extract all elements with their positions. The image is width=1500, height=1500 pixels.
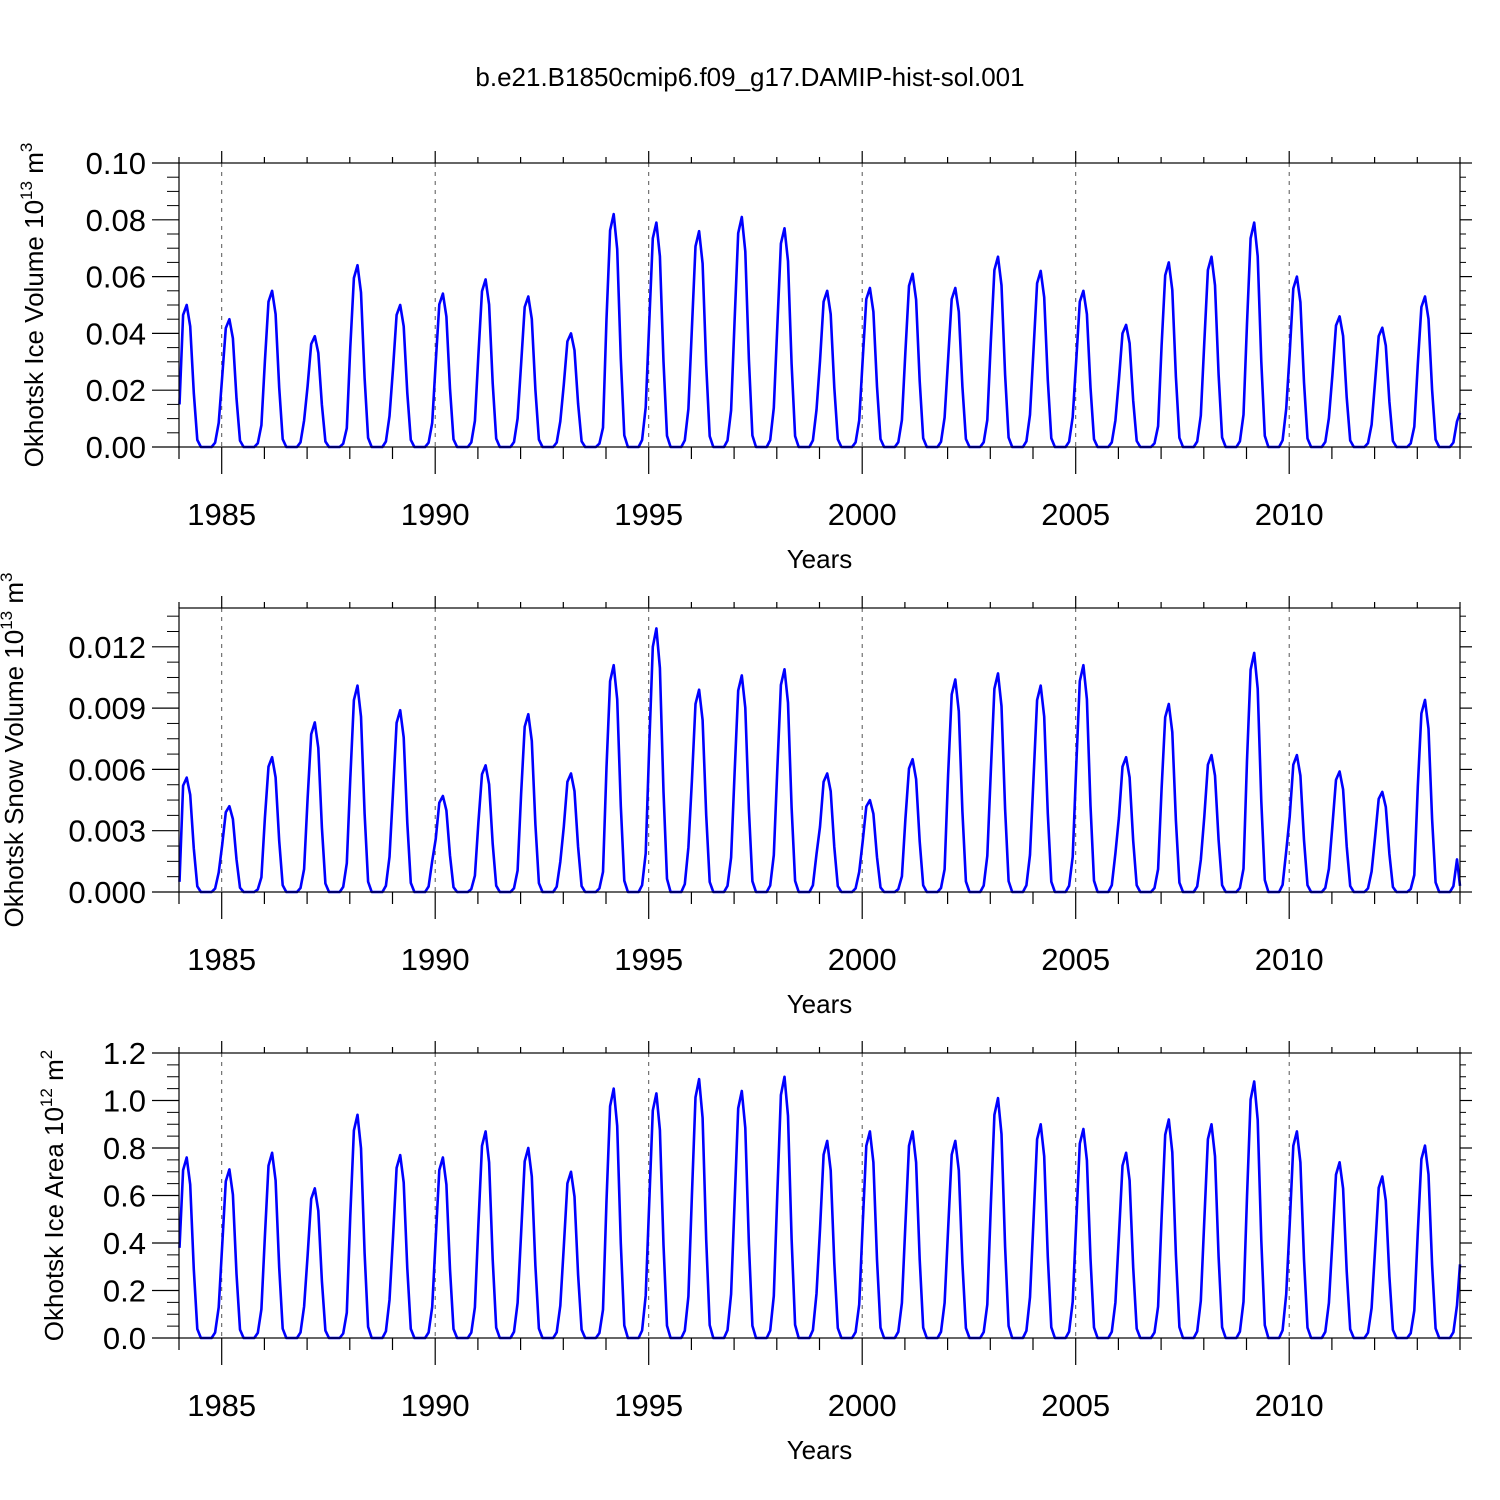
y-tick-label: 0.003 bbox=[68, 814, 146, 849]
y-axis-label: Okhotsk Snow Volume 1013 m3 bbox=[0, 573, 29, 928]
y-tick-label: 1.2 bbox=[103, 1036, 146, 1071]
y-label-exponent: 13 bbox=[17, 181, 36, 200]
x-tick-label: 1985 bbox=[187, 1388, 256, 1423]
y-tick-label: 0.10 bbox=[86, 146, 146, 181]
chart-panel-3: 0.0 0.2 0.4 0.6 0.8 1.0 1.2 1985 1990 1995 2000 200… bbox=[37, 1036, 1472, 1465]
y-tick-label: 0.4 bbox=[103, 1226, 146, 1261]
y-tick-label: 0.012 bbox=[68, 630, 146, 665]
y-tick-label: 0.006 bbox=[68, 752, 146, 787]
y-tick-label: 0.6 bbox=[103, 1179, 146, 1214]
x-tick-label: 1990 bbox=[401, 1388, 470, 1423]
y-label-exponent: 13 bbox=[0, 611, 16, 630]
x-tick-label: 2000 bbox=[828, 497, 897, 532]
y-label-text: Okhotsk Ice Volume 10 bbox=[19, 200, 49, 467]
x-tick-label: 2010 bbox=[1255, 497, 1324, 532]
y-tick-label: 0.00 bbox=[86, 430, 146, 465]
y-tick-label: 0.08 bbox=[86, 203, 146, 238]
y-tick-label: 1.0 bbox=[103, 1084, 146, 1119]
series-line bbox=[178, 1075, 1462, 1340]
y-tick-label: 0.2 bbox=[103, 1274, 146, 1309]
figure-title: b.e21.B1850cmip6.f09_g17.DAMIP-hist-sol.… bbox=[475, 62, 1024, 92]
y-label-unit-exponent: 2 bbox=[37, 1050, 56, 1059]
y-label-exponent: 12 bbox=[37, 1088, 56, 1107]
x-axis-label: Years bbox=[787, 1435, 853, 1465]
y-tick-label: 0.8 bbox=[103, 1131, 146, 1166]
x-tick-label: 2005 bbox=[1041, 942, 1110, 977]
y-label-text: Okhotsk Ice Area 10 bbox=[39, 1107, 69, 1341]
y-label-unit-exponent: 3 bbox=[0, 573, 16, 582]
y-tick-label: 0.04 bbox=[86, 316, 146, 351]
x-tick-label: 2005 bbox=[1041, 497, 1110, 532]
y-label-unit: m bbox=[19, 152, 49, 181]
x-tick-label: 2010 bbox=[1255, 942, 1324, 977]
x-tick-label: 1990 bbox=[401, 497, 470, 532]
y-label-text: Okhotsk Snow Volume 10 bbox=[0, 630, 29, 928]
chart-panel-2: 0.000 0.003 0.006 0.009 0.012 1985 1990 1995 200… bbox=[0, 573, 1472, 1019]
series-line bbox=[178, 627, 1462, 894]
x-tick-label: 1985 bbox=[187, 942, 256, 977]
y-axis-label: Okhotsk Ice Volume 1013 m3 bbox=[17, 143, 49, 468]
x-tick-label: 1985 bbox=[187, 497, 256, 532]
y-tick-label: 0.009 bbox=[68, 691, 146, 726]
x-tick-label: 2010 bbox=[1255, 1388, 1324, 1423]
y-label-unit-exponent: 3 bbox=[17, 143, 36, 152]
x-tick-label: 1990 bbox=[401, 942, 470, 977]
x-tick-label: 2005 bbox=[1041, 1388, 1110, 1423]
x-tick-label: 1995 bbox=[614, 1388, 683, 1423]
x-tick-label: 2000 bbox=[828, 1388, 897, 1423]
y-tick-label: 0.06 bbox=[86, 260, 146, 295]
x-axis-label: Years bbox=[787, 989, 853, 1019]
y-axis-label: Okhotsk Ice Area 1012 m2 bbox=[37, 1050, 69, 1341]
y-label-unit: m bbox=[0, 582, 29, 611]
x-tick-label: 1995 bbox=[614, 942, 683, 977]
x-tick-label: 2000 bbox=[828, 942, 897, 977]
y-tick-label: 0.000 bbox=[68, 875, 146, 910]
y-tick-label: 0.02 bbox=[86, 373, 146, 408]
x-axis-label: Years bbox=[787, 544, 853, 574]
y-label-unit: m bbox=[39, 1059, 69, 1088]
series-line bbox=[178, 212, 1462, 449]
chart-panel-1: 0.00 0.02 0.04 0.06 0.08 0.10 1985 1990 1995 2000… bbox=[17, 143, 1472, 574]
y-tick-label: 0.0 bbox=[103, 1321, 146, 1356]
x-tick-label: 1995 bbox=[614, 497, 683, 532]
